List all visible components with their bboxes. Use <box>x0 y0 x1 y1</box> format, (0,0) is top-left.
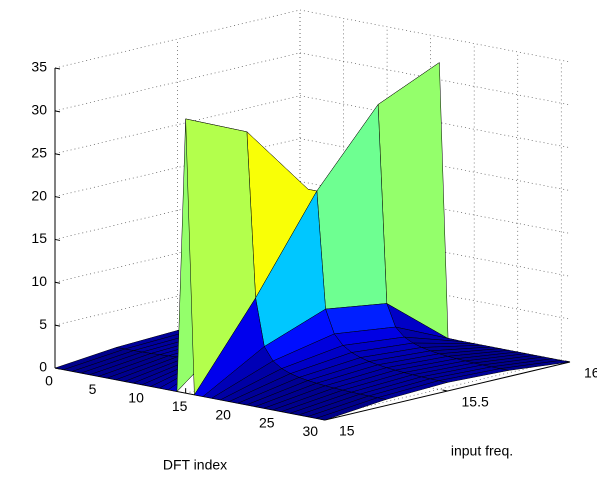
surface-cell <box>377 62 449 339</box>
x-tick-label: 15 <box>172 398 188 414</box>
x-tick-label: 25 <box>259 415 275 431</box>
tick-mark <box>54 153 61 156</box>
x-axis-label: DFT index <box>163 457 227 473</box>
x-tick-label: 20 <box>215 406 231 422</box>
surface-cell <box>316 397 387 421</box>
tick-mark <box>442 389 448 392</box>
x-tick-label: 0 <box>45 373 53 389</box>
z-tick-label: 10 <box>31 273 47 289</box>
y-tick-label: 15.5 <box>462 394 489 410</box>
z-tick-label: 0 <box>39 359 47 375</box>
z-tick-label: 5 <box>39 316 47 332</box>
tick-mark <box>54 281 61 284</box>
tick-mark <box>54 324 61 327</box>
x-tick-label: 10 <box>128 389 144 405</box>
tick-mark <box>54 238 61 241</box>
y-tick-label: 16 <box>584 365 597 381</box>
z-tick-label: 35 <box>31 59 47 75</box>
y-tick-label: 15 <box>339 423 355 439</box>
x-tick-label: 30 <box>303 423 319 439</box>
x-tick-label: 5 <box>89 381 97 397</box>
z-tick-label: 15 <box>31 230 47 246</box>
y-axis-label: input freq. <box>451 443 513 459</box>
tick-mark <box>54 67 61 70</box>
z-tick-label: 25 <box>31 144 47 160</box>
z-tick-label: 30 <box>31 102 47 118</box>
tick-mark <box>54 110 61 113</box>
z-tick-label: 20 <box>31 187 47 203</box>
tick-mark <box>54 196 61 199</box>
